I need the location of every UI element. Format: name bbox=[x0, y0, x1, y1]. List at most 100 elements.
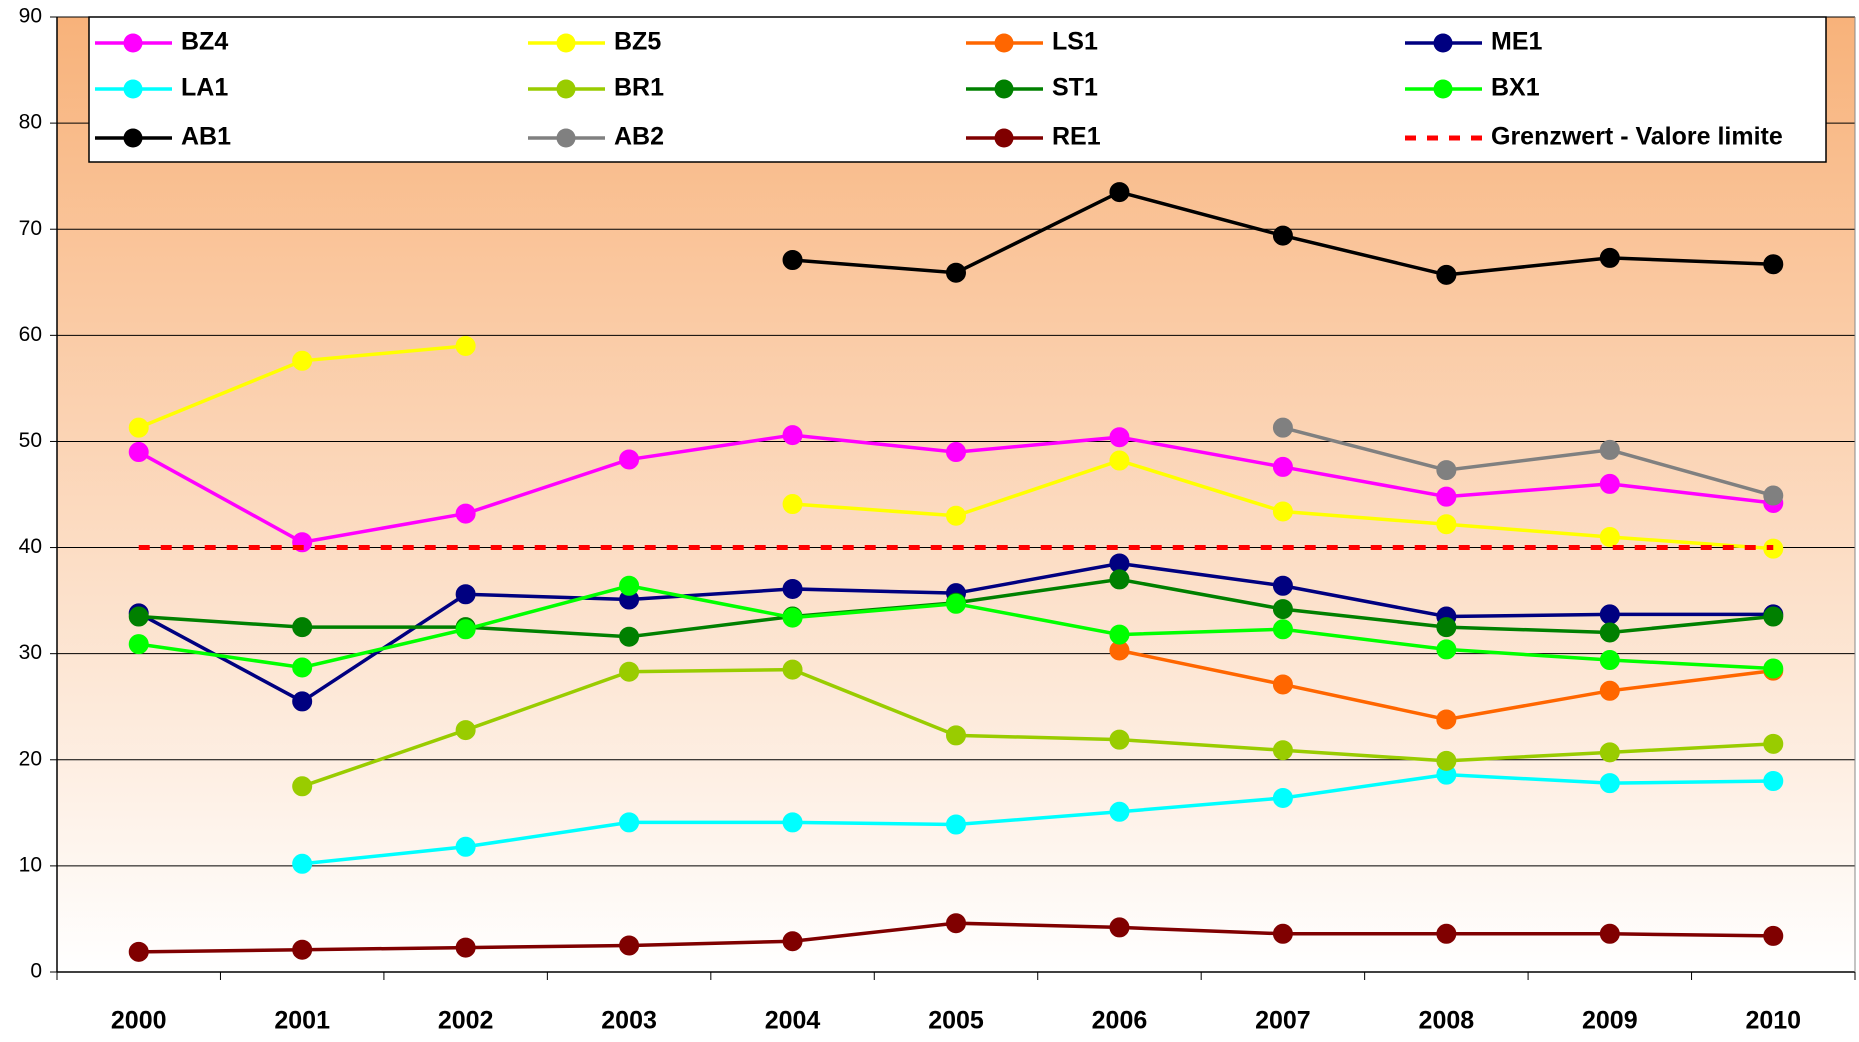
marker bbox=[1763, 733, 1784, 754]
legend-marker bbox=[123, 79, 143, 99]
marker bbox=[782, 425, 803, 446]
x-tick-label: 2000 bbox=[111, 1007, 167, 1035]
x-tick-label: 2005 bbox=[928, 1007, 984, 1035]
marker bbox=[455, 720, 476, 741]
y-tick-label: 90 bbox=[19, 5, 42, 28]
x-tick-label: 2004 bbox=[765, 1007, 821, 1035]
marker bbox=[1272, 923, 1293, 944]
marker bbox=[1109, 450, 1130, 471]
legend-marker bbox=[994, 128, 1014, 148]
y-tick-label: 80 bbox=[19, 111, 42, 134]
marker bbox=[1272, 575, 1293, 596]
legend-marker bbox=[1433, 33, 1453, 53]
y-tick-label: 60 bbox=[19, 323, 42, 346]
legend-box bbox=[88, 16, 1827, 163]
marker bbox=[946, 913, 966, 934]
x-tick-label: 2003 bbox=[601, 1007, 657, 1035]
marker bbox=[619, 935, 640, 956]
marker bbox=[1436, 264, 1457, 285]
y-tick-label: 50 bbox=[19, 429, 42, 452]
marker bbox=[619, 575, 640, 596]
y-tick-label: 20 bbox=[19, 747, 42, 770]
marker bbox=[1109, 801, 1130, 822]
legend-marker bbox=[556, 79, 576, 99]
legend-label: AB2 bbox=[614, 123, 664, 151]
legend-label: BZ4 bbox=[181, 28, 228, 56]
legend-label: BZ5 bbox=[614, 28, 661, 56]
legend-label: RE1 bbox=[1052, 123, 1101, 151]
y-tick-label: 10 bbox=[19, 853, 42, 876]
marker bbox=[946, 505, 966, 526]
marker bbox=[1109, 182, 1130, 203]
marker bbox=[1272, 674, 1293, 695]
series-line bbox=[1282, 425, 1774, 498]
marker bbox=[1599, 526, 1620, 547]
legend-marker bbox=[123, 128, 143, 148]
marker bbox=[1599, 923, 1620, 944]
marker bbox=[782, 931, 803, 952]
marker bbox=[1109, 729, 1130, 750]
marker bbox=[782, 249, 803, 270]
y-tick-label: 40 bbox=[19, 535, 42, 558]
marker bbox=[1109, 427, 1130, 448]
marker bbox=[1763, 254, 1784, 275]
marker bbox=[946, 814, 966, 835]
marker bbox=[1763, 485, 1784, 506]
marker bbox=[1436, 486, 1457, 507]
marker bbox=[128, 442, 149, 463]
legend-marker bbox=[1433, 79, 1453, 99]
marker bbox=[1109, 569, 1130, 590]
marker bbox=[455, 335, 476, 356]
marker bbox=[292, 350, 313, 371]
marker bbox=[782, 659, 803, 680]
marker bbox=[782, 812, 803, 833]
x-tick-label: 2002 bbox=[438, 1007, 494, 1035]
marker bbox=[1599, 473, 1620, 494]
y-tick-label: 70 bbox=[19, 217, 42, 240]
legend-label: BX1 bbox=[1491, 74, 1540, 102]
marker bbox=[1763, 925, 1784, 946]
marker bbox=[619, 661, 640, 682]
marker bbox=[292, 939, 313, 960]
legend-marker bbox=[556, 128, 576, 148]
marker bbox=[619, 812, 640, 833]
marker bbox=[1272, 501, 1293, 522]
marker bbox=[1599, 773, 1620, 794]
marker bbox=[782, 494, 803, 515]
legend-label: LA1 bbox=[181, 74, 228, 102]
legend-label: AB1 bbox=[181, 123, 231, 151]
marker bbox=[292, 617, 313, 638]
marker bbox=[1436, 750, 1457, 771]
series-line bbox=[301, 667, 1774, 788]
marker bbox=[1272, 787, 1293, 808]
marker bbox=[1272, 619, 1293, 640]
legend-label: LS1 bbox=[1052, 28, 1098, 56]
x-tick-label: 2009 bbox=[1582, 1007, 1638, 1035]
marker bbox=[1763, 658, 1784, 679]
marker bbox=[1436, 709, 1457, 730]
marker bbox=[1272, 599, 1293, 620]
marker bbox=[946, 725, 966, 746]
marker bbox=[619, 449, 640, 470]
x-tick-label: 2010 bbox=[1745, 1007, 1801, 1035]
marker bbox=[1272, 417, 1293, 438]
x-tick-label: 2008 bbox=[1419, 1007, 1475, 1035]
y-tick-label: 0 bbox=[30, 960, 42, 983]
legend-label: BR1 bbox=[614, 74, 664, 102]
marker bbox=[1599, 650, 1620, 671]
legend-label: ST1 bbox=[1052, 74, 1098, 102]
marker bbox=[946, 442, 966, 463]
legend-label: Grenzwert - Valore limite bbox=[1491, 123, 1783, 151]
marker bbox=[1272, 225, 1293, 246]
marker bbox=[1436, 460, 1457, 481]
marker bbox=[946, 593, 966, 614]
marker bbox=[1599, 742, 1620, 763]
marker bbox=[455, 619, 476, 640]
marker bbox=[1272, 456, 1293, 477]
marker bbox=[946, 262, 966, 283]
marker bbox=[1599, 439, 1620, 460]
series-line bbox=[302, 772, 1774, 866]
marker bbox=[128, 941, 149, 962]
legend-marker bbox=[123, 33, 143, 53]
marker bbox=[455, 836, 476, 857]
